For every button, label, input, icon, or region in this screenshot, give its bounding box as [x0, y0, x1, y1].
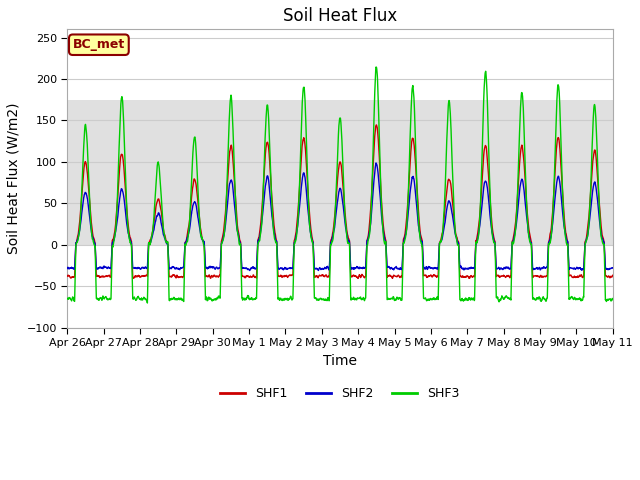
SHF1	[216, 273, 223, 278]
SHF3	[609, 296, 616, 302]
SHF3	[216, 295, 223, 300]
SHF3	[143, 300, 151, 306]
Line: SHF1: SHF1	[67, 125, 612, 278]
SHF1	[609, 273, 616, 278]
X-axis label: Time: Time	[323, 354, 357, 368]
SHF2	[246, 268, 253, 274]
SHF2	[368, 206, 376, 212]
SHF3	[576, 297, 584, 302]
SHF2	[216, 265, 223, 271]
SHF2	[63, 265, 71, 271]
SHF3	[368, 192, 376, 198]
Line: SHF3: SHF3	[67, 67, 612, 303]
SHF2	[372, 160, 380, 166]
SHF3	[372, 64, 380, 70]
SHF1	[356, 274, 364, 279]
Bar	[67, 100, 612, 245]
SHF3	[356, 295, 364, 300]
SHF1	[368, 189, 376, 195]
SHF3	[561, 230, 569, 236]
SHF1	[561, 223, 569, 229]
Title: Soil Heat Flux: Soil Heat Flux	[283, 7, 397, 25]
SHF3	[499, 295, 507, 301]
SHF2	[356, 264, 364, 270]
SHF1	[576, 274, 584, 279]
Legend: SHF1, SHF2, SHF3: SHF1, SHF2, SHF3	[215, 382, 465, 405]
Y-axis label: Soil Heat Flux (W/m2): Soil Heat Flux (W/m2)	[7, 103, 21, 254]
SHF1	[372, 122, 380, 128]
SHF1	[63, 273, 71, 279]
SHF2	[576, 265, 584, 271]
SHF2	[499, 267, 507, 273]
SHF2	[561, 229, 569, 235]
SHF3	[63, 295, 71, 301]
Line: SHF2: SHF2	[67, 163, 612, 271]
SHF1	[355, 276, 362, 281]
SHF1	[499, 273, 507, 279]
SHF2	[609, 265, 616, 271]
Text: BC_met: BC_met	[73, 38, 125, 51]
